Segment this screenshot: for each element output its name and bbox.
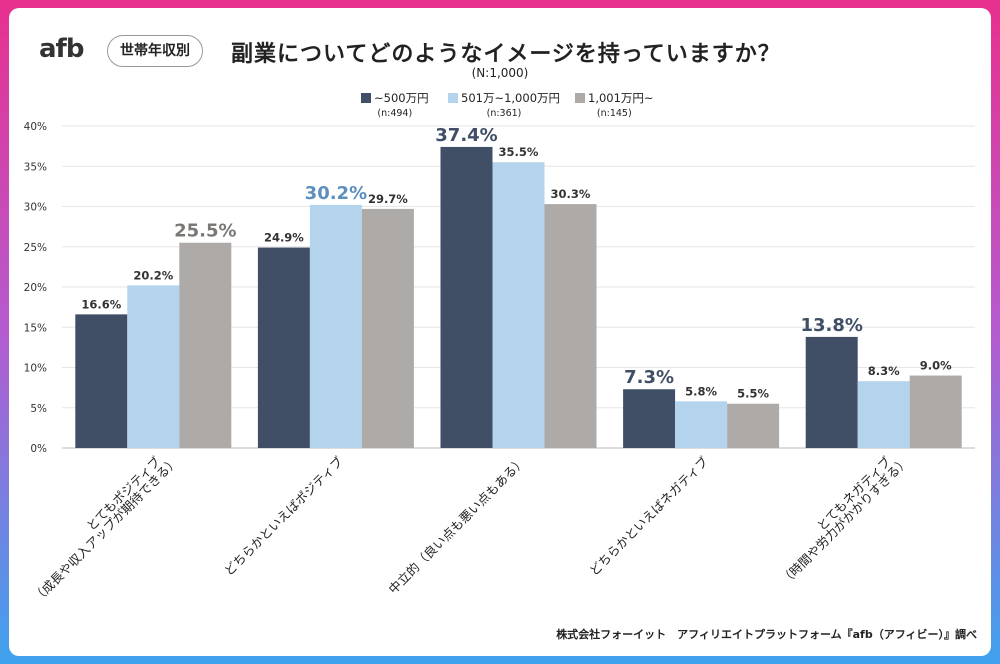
- sample-size: (N:1,000): [471, 66, 529, 80]
- bar: [257, 247, 310, 448]
- data-label: 24.9%: [264, 231, 304, 245]
- bar: [675, 401, 728, 448]
- x-tick-label: （時間や労力がかかりすぎる）: [777, 454, 911, 588]
- data-label: 7.3%: [624, 367, 674, 388]
- x-tick-label: どちらかといえばポジティブ: [221, 453, 346, 578]
- chart-title: 副業についてどのようなイメージを持っていますか？: [231, 42, 781, 67]
- bar: [179, 242, 232, 448]
- legend-item-2: 501万~1,000万円 (n:361): [448, 90, 560, 119]
- legend-label: 501万~1,000万円: [461, 91, 561, 105]
- x-tick-label: （成長や収入アップが期待できる）: [30, 454, 182, 606]
- bar: [309, 204, 362, 448]
- legend-swatch: [361, 93, 371, 103]
- chart-card: afb 世帯年収別 副業についてどのようなイメージを持っていますか？ (N:1,…: [9, 8, 991, 656]
- y-tick-label: 20%: [24, 282, 47, 294]
- y-tick-label: 0%: [30, 443, 47, 455]
- data-label: 35.5%: [499, 145, 539, 159]
- data-label: 8.3%: [868, 364, 900, 378]
- bar: [440, 146, 493, 448]
- segment-tag: 世帯年収別: [107, 35, 203, 67]
- data-label: 5.5%: [737, 387, 769, 401]
- bar: [361, 208, 414, 448]
- y-tick-label: 15%: [24, 322, 47, 334]
- legend-n: (n:361): [486, 108, 522, 119]
- y-tick-label: 30%: [24, 202, 47, 214]
- data-label: 20.2%: [133, 268, 173, 282]
- data-label: 5.8%: [685, 384, 717, 398]
- y-tick-label: 5%: [30, 403, 47, 415]
- x-tick-label: どちらかといえばネガティブ: [586, 453, 711, 578]
- legend-n: (n:145): [596, 108, 632, 119]
- x-tick-label: 中立的（良い点も悪い点もある）: [385, 454, 528, 597]
- bar: [623, 389, 676, 448]
- bar: [127, 285, 180, 448]
- legend-n: (n:494): [377, 108, 413, 119]
- bar-chart: 0% 5% 10% 15% 20% 25% 30% 35% 40% 16.6% 20.2% 25.5%…: [24, 121, 975, 606]
- bar: [492, 162, 545, 448]
- afb-logo: afb: [39, 34, 84, 64]
- data-label: 37.4%: [435, 125, 497, 146]
- legend-item-3: 1,001万円~ (n:145): [575, 90, 654, 119]
- bar: [857, 381, 910, 448]
- legend-item-1: ~500万円 (n:494): [361, 90, 429, 119]
- source-note: 株式会社フォーイット アフィリエイトプラットフォーム『afb（アフィビー）』調べ: [556, 628, 977, 641]
- bar: [75, 314, 128, 448]
- y-tick-label: 25%: [24, 242, 47, 254]
- data-label: 25.5%: [174, 221, 236, 242]
- y-tick-label: 35%: [24, 161, 47, 173]
- y-tick-label: 40%: [24, 121, 47, 133]
- legend-label: ~500万円: [374, 91, 429, 105]
- bar: [727, 403, 780, 448]
- bar: [805, 336, 858, 448]
- bar: [544, 204, 597, 448]
- y-tick-label: 10%: [24, 363, 47, 375]
- data-label: 9.0%: [920, 359, 952, 373]
- data-label: 30.2%: [305, 183, 367, 204]
- legend-swatch: [575, 93, 585, 103]
- data-label: 16.6%: [81, 297, 121, 311]
- data-label: 29.7%: [368, 192, 408, 206]
- bar: [909, 375, 962, 448]
- legend-swatch: [448, 93, 458, 103]
- legend-label: 1,001万円~: [588, 91, 654, 105]
- data-label: 13.8%: [800, 315, 862, 336]
- data-label: 30.3%: [551, 187, 591, 201]
